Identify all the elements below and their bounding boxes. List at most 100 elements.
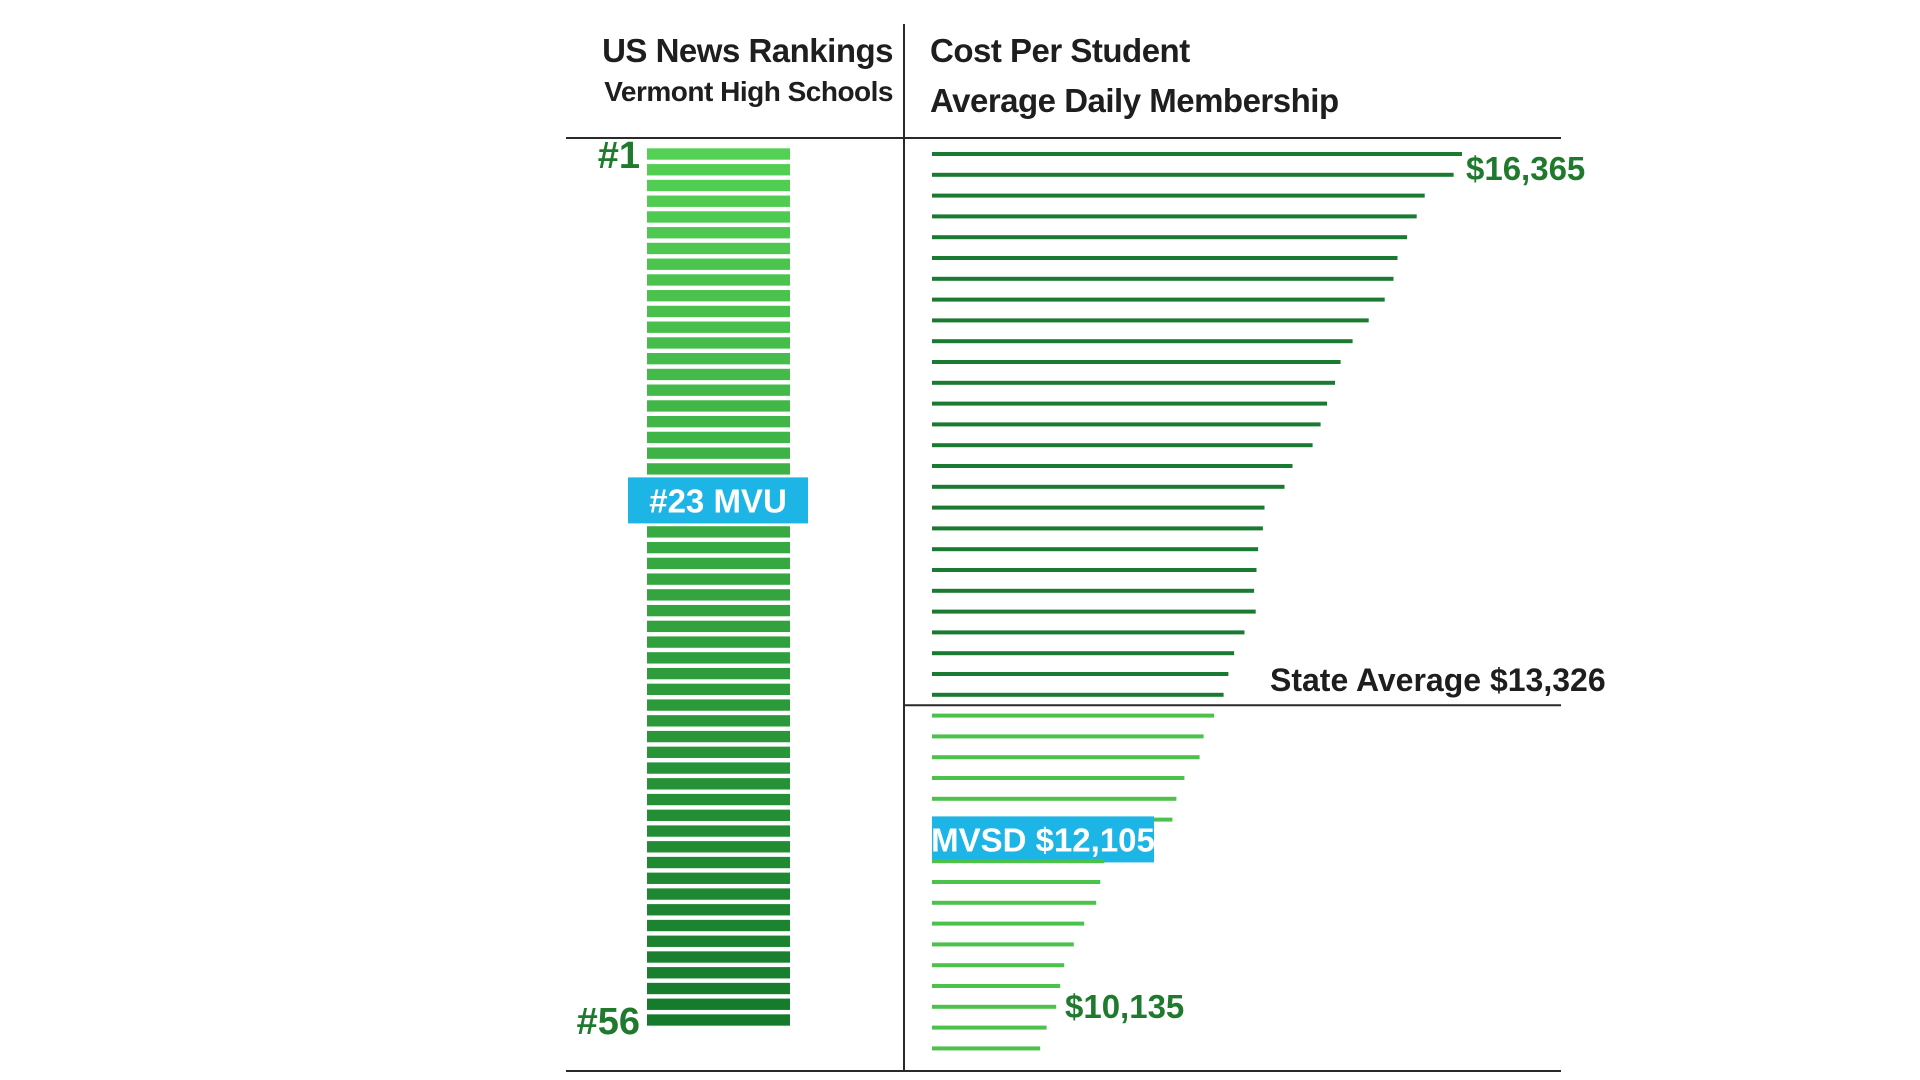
rank-bar — [647, 321, 790, 333]
cost-bar — [932, 1004, 1057, 1009]
rank-bar — [647, 573, 790, 585]
rank-bar — [647, 148, 790, 160]
rank-bar — [647, 242, 790, 255]
rank-bar — [647, 998, 790, 1010]
cost-bar — [932, 984, 1061, 988]
rank-bar — [647, 982, 790, 995]
rank-bar — [647, 715, 790, 727]
cost-bar — [932, 152, 1462, 156]
cost-bar — [932, 505, 1265, 510]
cost-bar — [932, 464, 1293, 468]
rank-bar — [647, 541, 790, 554]
cost-bar — [932, 672, 1229, 676]
cost-bar — [932, 401, 1327, 406]
rank-bar — [647, 904, 790, 916]
cost-bar — [932, 651, 1235, 656]
rank-bar — [647, 746, 790, 758]
rank-bar — [647, 164, 790, 176]
rank-bar — [647, 793, 790, 806]
rank-bar — [647, 935, 790, 947]
rank-bar — [647, 636, 790, 648]
rank-highlight-label: #23 MVU — [649, 482, 787, 519]
cost-bar — [932, 713, 1214, 718]
rank-bar — [647, 195, 790, 207]
bottom-rank-label: #56 — [577, 1001, 640, 1043]
rank-bar — [647, 526, 790, 538]
rank-bar — [647, 227, 790, 239]
cost-bar — [932, 921, 1085, 926]
cost-bar — [932, 443, 1313, 448]
cost-bar — [932, 963, 1065, 968]
cost-bar — [932, 609, 1256, 614]
rank-bar — [647, 667, 790, 680]
cost-bar — [932, 796, 1177, 801]
rank-highlight-box — [628, 477, 808, 524]
cost-bar — [932, 526, 1263, 531]
cost-bar — [932, 900, 1097, 905]
rank-bar — [647, 888, 790, 900]
cost-title: Cost Per Student — [930, 32, 1190, 69]
cost-bar — [932, 276, 1394, 281]
rank-bar — [647, 384, 790, 396]
rank-bar — [647, 589, 790, 601]
rank-bar — [647, 211, 790, 223]
rank-bar — [647, 258, 790, 270]
rank-bar — [647, 400, 790, 412]
cost-bar — [932, 755, 1200, 760]
cost-bar — [932, 942, 1074, 947]
cost-bar — [932, 318, 1369, 323]
rank-bar — [647, 730, 790, 743]
cost-bar — [932, 484, 1285, 489]
rank-bar — [647, 463, 790, 475]
cost-bar — [932, 588, 1255, 593]
rank-bar — [647, 290, 790, 302]
rank-bar — [647, 683, 790, 696]
top-rank-label: #1 — [598, 135, 640, 177]
cost-bar — [932, 193, 1425, 198]
rankings-title: US News Rankings — [602, 32, 893, 69]
cost-bar — [932, 547, 1259, 552]
rank-bar — [647, 431, 790, 444]
rank-bar — [647, 620, 790, 633]
rank-bar — [647, 274, 790, 286]
cost-bar — [932, 256, 1398, 260]
rank-bar — [647, 856, 790, 869]
cost-bar — [932, 172, 1454, 177]
rank-bar — [647, 778, 790, 790]
cost-bar — [932, 422, 1321, 427]
rank-bar — [647, 557, 790, 570]
rank-bar — [647, 447, 790, 459]
cost-bar — [932, 380, 1335, 385]
cost-bar — [932, 1025, 1047, 1030]
cost-highlight-label: MVSD $12,105 — [931, 821, 1155, 858]
cost-bar — [932, 360, 1341, 364]
rank-bar — [647, 416, 790, 428]
rank-bar — [647, 951, 790, 963]
cost-bar — [932, 630, 1245, 635]
cost-bar — [932, 859, 1105, 864]
cost-bar — [932, 568, 1257, 572]
rank-bar — [647, 809, 790, 821]
rank-bar — [647, 825, 790, 837]
rank-bar — [647, 337, 790, 349]
cost-bar — [932, 235, 1408, 240]
rank-bar — [647, 762, 790, 774]
min-cost-label: $10,135 — [1065, 988, 1184, 1025]
cost-bar — [932, 692, 1224, 697]
rank-bar — [647, 967, 790, 979]
cost-bar — [932, 776, 1185, 780]
rank-bar — [647, 841, 790, 853]
max-cost-label: $16,365 — [1466, 150, 1585, 187]
cost-bar — [932, 297, 1385, 302]
rankings-subtitle: Vermont High Schools — [604, 76, 893, 107]
state-average-label: State Average $13,326 — [1270, 662, 1606, 698]
rank-bar — [647, 305, 790, 318]
cost-bar — [932, 214, 1417, 219]
cost-bar — [932, 880, 1101, 884]
rank-bar — [647, 604, 790, 617]
rank-bar — [647, 1014, 790, 1026]
rank-bar — [647, 699, 790, 711]
rank-bar — [647, 353, 790, 365]
